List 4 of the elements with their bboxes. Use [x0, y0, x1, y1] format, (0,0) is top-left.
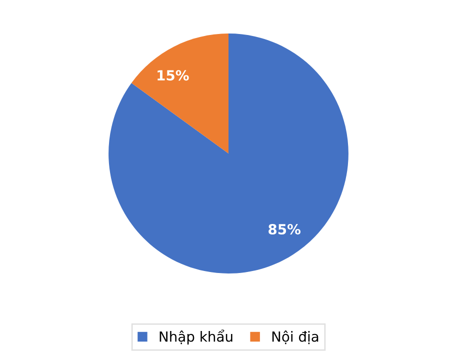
legend-label: Nhập khẩu — [160, 330, 232, 344]
data-label: 85% — [268, 224, 301, 234]
data-label: 15% — [158, 70, 189, 81]
legend-label: Nội địa — [272, 330, 318, 344]
